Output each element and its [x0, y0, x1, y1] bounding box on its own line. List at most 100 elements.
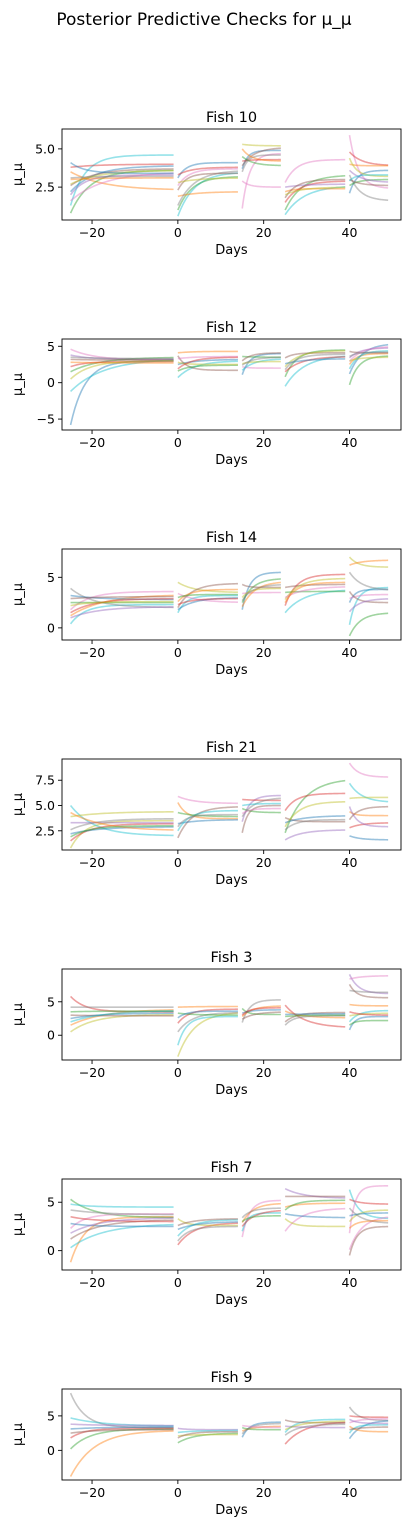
series-line	[284, 815, 346, 824]
series-line	[177, 161, 238, 179]
series-line	[284, 586, 346, 599]
series-line	[241, 1426, 281, 1431]
series-line	[349, 350, 389, 354]
series-line	[284, 589, 346, 614]
series-line	[242, 143, 281, 147]
series-line	[348, 174, 389, 201]
series-line	[348, 1015, 389, 1031]
series-line	[70, 361, 174, 364]
series-line	[177, 581, 238, 594]
series-line	[177, 1222, 238, 1246]
subplot-title: Fish 10	[206, 110, 257, 126]
x-axis-label: Days	[215, 1293, 248, 1308]
series-line	[70, 1012, 174, 1020]
axes-frame	[61, 128, 402, 221]
series-line	[284, 581, 346, 603]
subplot-7: Fish 9 −20 0 20 40 0 5 Days μ_μ	[11, 1370, 402, 1518]
series-line	[349, 1019, 389, 1026]
y-tick-label: 0	[47, 620, 55, 635]
series-line	[348, 350, 389, 370]
series-line	[284, 829, 346, 841]
series-line	[177, 1012, 239, 1057]
series-line	[241, 356, 281, 366]
series-line	[177, 1225, 238, 1242]
series-line	[177, 597, 238, 611]
series-line	[284, 358, 346, 365]
series-curves	[69, 556, 389, 637]
series-line	[349, 1012, 389, 1017]
series-line	[177, 592, 238, 603]
subplot-title: Fish 3	[211, 950, 253, 966]
series-line	[177, 802, 238, 820]
subplot-title: Fish 21	[206, 740, 257, 756]
series-line	[70, 360, 174, 380]
series-line	[284, 1010, 346, 1019]
series-line	[349, 178, 389, 187]
series-line	[177, 1430, 238, 1439]
series-line	[285, 590, 346, 594]
series-line	[241, 1007, 281, 1016]
series-line	[241, 807, 281, 814]
series-line	[284, 1011, 346, 1023]
series-line	[177, 1433, 238, 1437]
series-line	[348, 347, 389, 359]
series-line	[349, 1425, 389, 1433]
series-line	[177, 355, 238, 360]
series-line	[348, 352, 389, 365]
series-line	[70, 1198, 174, 1219]
x-tick-label: −20	[79, 1275, 105, 1290]
series-line	[241, 358, 281, 371]
x-tick-label: 40	[342, 1485, 358, 1500]
subplot-title: Fish 12	[206, 320, 257, 336]
series-line	[70, 811, 174, 818]
series-line	[284, 1423, 346, 1436]
series-line	[70, 1014, 174, 1017]
series-line	[69, 169, 174, 214]
series-line	[70, 822, 174, 842]
series-line	[284, 1420, 346, 1431]
series-line	[241, 1202, 281, 1223]
series-line	[177, 582, 238, 609]
series-line	[241, 147, 281, 167]
series-line	[177, 813, 238, 828]
series-line	[348, 1185, 389, 1234]
series-line	[241, 352, 281, 375]
x-axis-label: Days	[215, 453, 248, 468]
series-line	[241, 578, 281, 603]
series-line	[70, 1203, 174, 1208]
series-line	[242, 365, 281, 369]
series-line	[70, 348, 174, 361]
series-line	[177, 1005, 238, 1008]
subplot-5: Fish 3 −20 0 20 40 0 5 Days μ_μ	[11, 950, 402, 1098]
series-line	[348, 762, 389, 778]
series-line	[349, 1426, 389, 1431]
series-line	[284, 1015, 346, 1026]
series-line	[70, 587, 174, 609]
series-line	[284, 353, 346, 371]
series-line	[349, 1417, 389, 1424]
subplot-2: Fish 12 −20 0 20 40 −5 0 5 Days μ_μ	[11, 320, 402, 468]
series-line	[177, 809, 238, 832]
series-line	[284, 816, 346, 823]
x-axis-label: Days	[215, 663, 248, 678]
series-line	[177, 1432, 238, 1444]
series-line	[241, 1011, 281, 1020]
series-line	[177, 1015, 238, 1046]
series-line	[349, 822, 389, 829]
series-line	[177, 361, 238, 366]
series-line	[70, 824, 174, 838]
axes-frame	[61, 548, 402, 641]
series-line	[348, 1207, 389, 1224]
series-line	[284, 158, 346, 183]
series-line	[284, 178, 346, 199]
series-line	[70, 359, 174, 392]
series-line	[348, 806, 389, 828]
y-tick-label: 5	[47, 339, 55, 354]
y-tick-label: 5.0	[35, 798, 55, 813]
series-line	[284, 800, 346, 828]
series-line	[70, 600, 174, 607]
series-line	[70, 1010, 174, 1013]
series-line	[348, 612, 389, 637]
y-axis-label: μ_μ	[11, 793, 26, 816]
x-tick-label: 0	[174, 1485, 182, 1500]
